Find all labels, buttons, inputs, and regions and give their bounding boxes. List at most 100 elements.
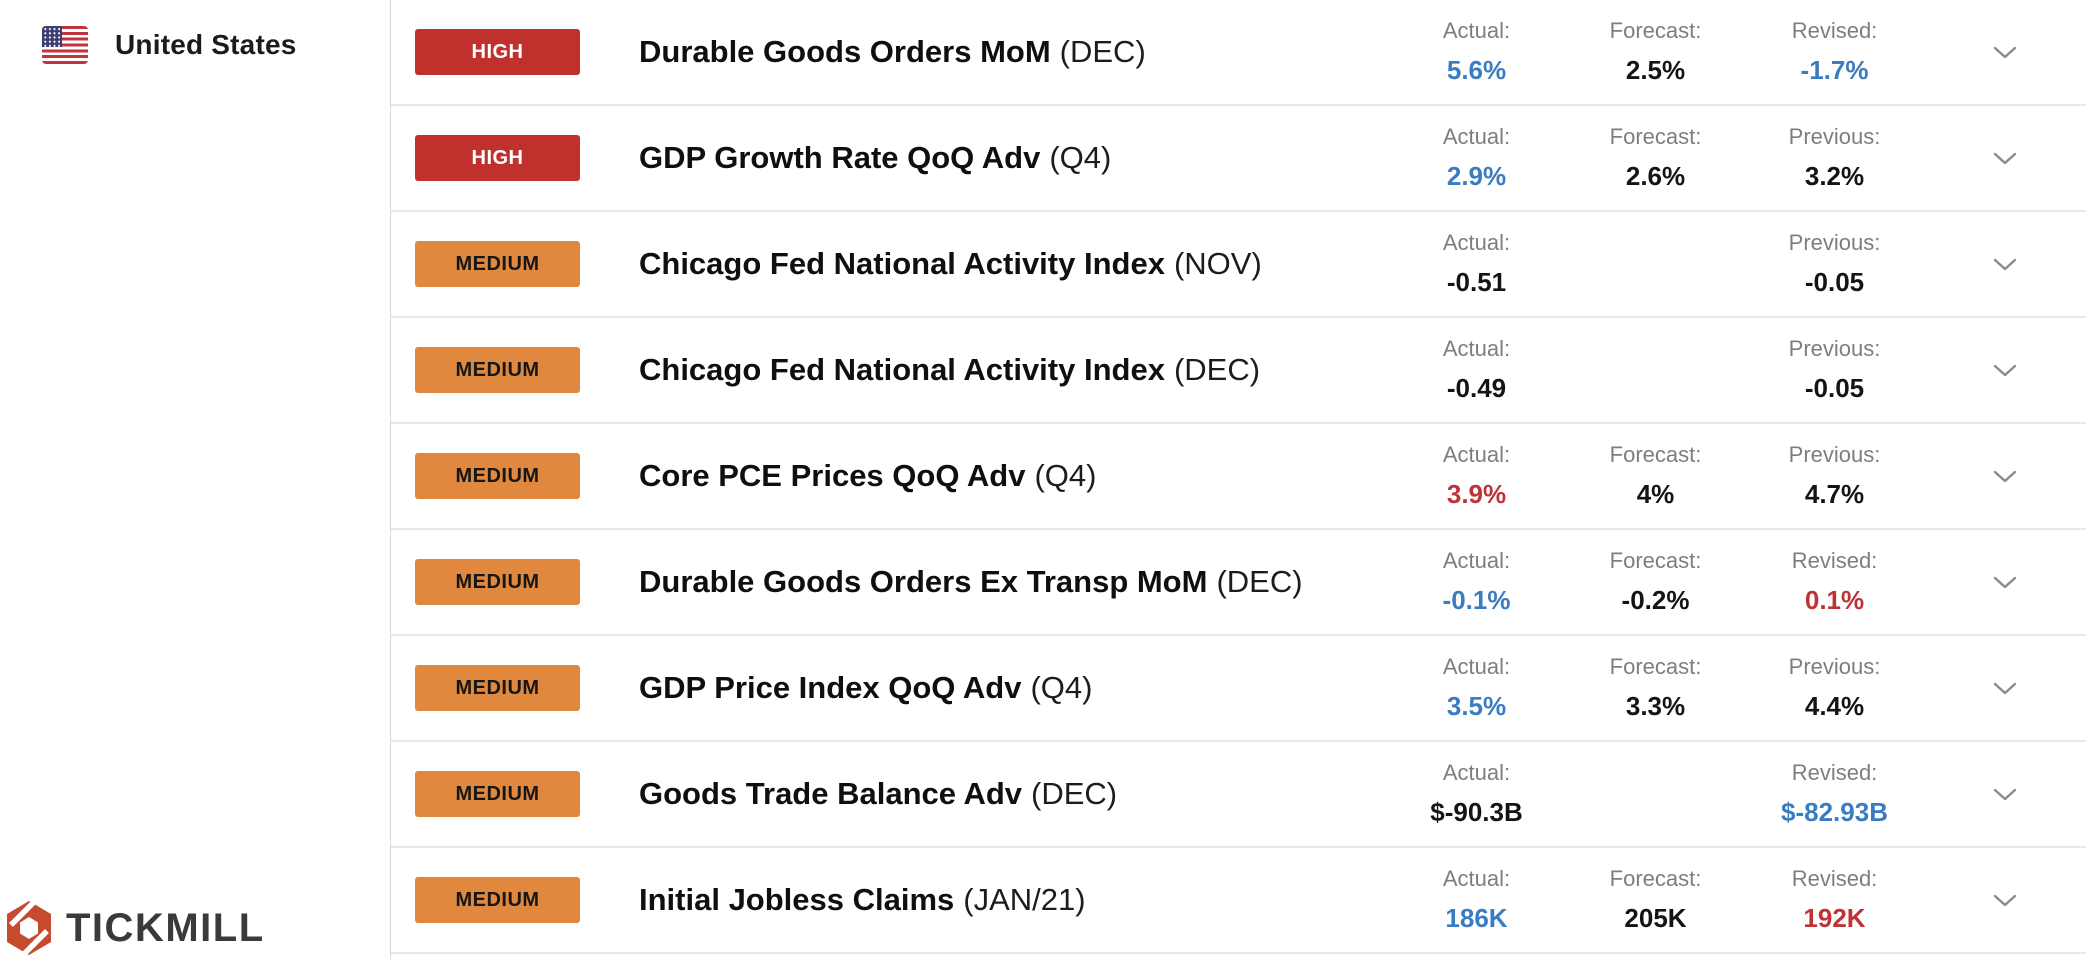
previous-value: -0.05 xyxy=(1804,373,1865,403)
previous-value: $-82.93B xyxy=(1781,797,1888,827)
actual-column: Actual: 2.9% xyxy=(1387,124,1566,192)
event-title: Goods Trade Balance Adv (DEC) xyxy=(639,776,1387,812)
tickmill-logo: TICKMILL xyxy=(5,901,265,955)
value-label: Previous: xyxy=(1788,336,1881,361)
country-header: United States xyxy=(42,26,390,64)
event-row[interactable]: MEDIUM Core PCE Prices QoQ Adv (Q4) Actua… xyxy=(391,424,2086,530)
chevron-down-icon[interactable] xyxy=(1924,363,2086,378)
brand-name: TICKMILL xyxy=(66,905,265,950)
event-name: Goods Trade Balance Adv xyxy=(639,776,1023,812)
tickmill-hexagon-icon xyxy=(7,901,51,955)
event-row[interactable]: HIGH GDP Growth Rate QoQ Adv (Q4) Actual:… xyxy=(391,106,2086,212)
actual-value: 3.5% xyxy=(1446,691,1507,721)
actual-column: Actual: 3.5% xyxy=(1387,654,1566,722)
value-label: Forecast: xyxy=(1609,442,1702,467)
actual-value: $-90.3B xyxy=(1430,797,1523,827)
actual-column: Actual: 186K xyxy=(1387,866,1566,934)
event-period: (DEC) xyxy=(1216,564,1303,600)
event-row[interactable]: MEDIUM Durable Goods Orders Ex Transp Mo… xyxy=(391,530,2086,636)
event-name: GDP Growth Rate QoQ Adv xyxy=(639,140,1041,176)
chevron-down-icon[interactable] xyxy=(1924,469,2086,484)
forecast-column xyxy=(1566,259,1745,270)
event-title: Durable Goods Orders Ex Transp MoM (DEC) xyxy=(639,564,1387,600)
previous-value: 3.2% xyxy=(1804,161,1865,191)
forecast-column: Forecast: -0.2% xyxy=(1566,548,1745,616)
event-name: Initial Jobless Claims xyxy=(639,882,955,918)
event-row[interactable]: MEDIUM Chicago Fed National Activity Ind… xyxy=(391,318,2086,424)
value-label: Forecast: xyxy=(1609,866,1702,891)
previous-column: Previous: 4.7% xyxy=(1745,442,1924,510)
previous-value: 0.1% xyxy=(1804,585,1865,615)
event-row[interactable]: HIGH Durable Goods Orders MoM (DEC) Actua… xyxy=(391,0,2086,106)
event-period: (DEC) xyxy=(1059,34,1146,70)
event-name: GDP Price Index QoQ Adv xyxy=(639,670,1022,706)
actual-value: 186K xyxy=(1445,903,1508,933)
forecast-value: 2.6% xyxy=(1625,161,1686,191)
event-period: (Q4) xyxy=(1034,458,1097,494)
forecast-value: 205K xyxy=(1624,903,1687,933)
forecast-column xyxy=(1566,789,1745,800)
actual-value: 5.6% xyxy=(1446,55,1507,85)
chevron-down-icon[interactable] xyxy=(1924,787,2086,802)
forecast-column xyxy=(1566,365,1745,376)
previous-value: 192K xyxy=(1803,903,1866,933)
previous-value: -1.7% xyxy=(1800,55,1869,85)
previous-column: Revised: -1.7% xyxy=(1745,18,1924,86)
value-label: Previous: xyxy=(1788,124,1881,149)
previous-column: Previous: -0.05 xyxy=(1745,336,1924,404)
value-label: Revised: xyxy=(1791,866,1878,891)
impact-badge: MEDIUM xyxy=(415,877,580,923)
actual-column: Actual: -0.1% xyxy=(1387,548,1566,616)
event-row[interactable]: MEDIUM GDP Price Index QoQ Adv (Q4) Actua… xyxy=(391,636,2086,742)
previous-column: Revised: $-82.93B xyxy=(1745,760,1924,828)
impact-badge: MEDIUM xyxy=(415,453,580,499)
chevron-down-icon[interactable] xyxy=(1924,45,2086,60)
value-label: Forecast: xyxy=(1609,124,1702,149)
chevron-down-icon[interactable] xyxy=(1924,681,2086,696)
value-label: Revised: xyxy=(1791,760,1878,785)
event-title: Core PCE Prices QoQ Adv (Q4) xyxy=(639,458,1387,494)
event-period: (Q4) xyxy=(1030,670,1093,706)
value-label: Actual: xyxy=(1442,230,1511,255)
event-name: Core PCE Prices QoQ Adv xyxy=(639,458,1026,494)
previous-column: Previous: -0.05 xyxy=(1745,230,1924,298)
event-period: (JAN/21) xyxy=(963,882,1086,918)
chevron-down-icon[interactable] xyxy=(1924,257,2086,272)
impact-badge: MEDIUM xyxy=(415,665,580,711)
event-title: Chicago Fed National Activity Index (DEC) xyxy=(639,352,1387,388)
chevron-down-icon[interactable] xyxy=(1924,575,2086,590)
value-label: Actual: xyxy=(1442,124,1511,149)
value-label: Actual: xyxy=(1442,336,1511,361)
event-title: GDP Price Index QoQ Adv (Q4) xyxy=(639,670,1387,706)
value-label: Revised: xyxy=(1791,18,1878,43)
event-row[interactable]: MEDIUM Initial Jobless Claims (JAN/21) Ac… xyxy=(391,848,2086,954)
event-name: Chicago Fed National Activity Index xyxy=(639,246,1165,282)
previous-value: -0.05 xyxy=(1804,267,1865,297)
forecast-value: 3.3% xyxy=(1625,691,1686,721)
value-label: Previous: xyxy=(1788,654,1881,679)
chevron-down-icon[interactable] xyxy=(1924,893,2086,908)
value-label: Actual: xyxy=(1442,866,1511,891)
event-title: Durable Goods Orders MoM (DEC) xyxy=(639,34,1387,70)
value-label: Forecast: xyxy=(1609,548,1702,573)
forecast-value: -0.2% xyxy=(1621,585,1690,615)
events-table: HIGH Durable Goods Orders MoM (DEC) Actua… xyxy=(391,0,2086,954)
value-label: Actual: xyxy=(1442,442,1511,467)
event-period: (DEC) xyxy=(1031,776,1118,812)
us-flag-icon xyxy=(42,26,88,64)
impact-badge: MEDIUM xyxy=(415,559,580,605)
forecast-column: Forecast: 4% xyxy=(1566,442,1745,510)
event-name: Durable Goods Orders Ex Transp MoM xyxy=(639,564,1208,600)
actual-column: Actual: $-90.3B xyxy=(1387,760,1566,828)
event-period: (DEC) xyxy=(1173,352,1261,388)
event-row[interactable]: MEDIUM Chicago Fed National Activity Ind… xyxy=(391,212,2086,318)
event-row[interactable]: MEDIUM Goods Trade Balance Adv (DEC) Actu… xyxy=(391,742,2086,848)
actual-column: Actual: -0.49 xyxy=(1387,336,1566,404)
value-label: Forecast: xyxy=(1609,654,1702,679)
value-label: Previous: xyxy=(1788,442,1881,467)
event-period: (Q4) xyxy=(1049,140,1112,176)
chevron-down-icon[interactable] xyxy=(1924,151,2086,166)
actual-column: Actual: -0.51 xyxy=(1387,230,1566,298)
event-title: Initial Jobless Claims (JAN/21) xyxy=(639,882,1387,918)
